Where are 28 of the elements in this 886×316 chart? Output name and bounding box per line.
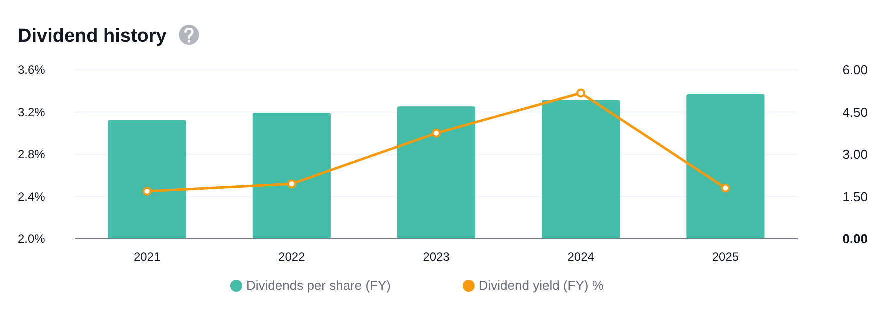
bar: [252, 113, 331, 239]
y-tick-label: 3.2%: [18, 105, 46, 120]
bar: [108, 120, 186, 239]
x-tick-label: 2025: [712, 250, 740, 264]
y2-tick-label: 1.50: [842, 189, 868, 204]
x-tick-label: 2024: [568, 250, 595, 264]
y2-tick-label: 3.00: [842, 147, 868, 162]
point: [432, 128, 441, 138]
legend-label: Dividend yield (FY) %: [478, 278, 604, 293]
y-tick-label: 2.4%: [18, 190, 46, 204]
y2-tick-label: 6.00: [842, 62, 868, 78]
point: [287, 180, 296, 189]
point: [576, 88, 586, 98]
x-tick-label: 2023: [423, 250, 450, 264]
y2-tick-label: 0.00: [842, 232, 868, 247]
x-tick-label: 2022: [278, 250, 306, 264]
x-tick-label: 2021: [134, 250, 161, 264]
point: [721, 184, 730, 193]
y-tick-label: 2.8%: [18, 148, 46, 162]
point: [142, 186, 152, 196]
y-tick-label: 3.6%: [18, 63, 46, 78]
bar: [542, 100, 620, 239]
chart-title: Dividend history: [18, 26, 168, 47]
bar: [686, 94, 765, 239]
y2-tick-label: 4.50: [842, 104, 868, 120]
bar: [397, 106, 476, 239]
y-tick-label: 2.0%: [18, 232, 46, 246]
legend-label: Dividends per share (FY): [246, 278, 391, 293]
